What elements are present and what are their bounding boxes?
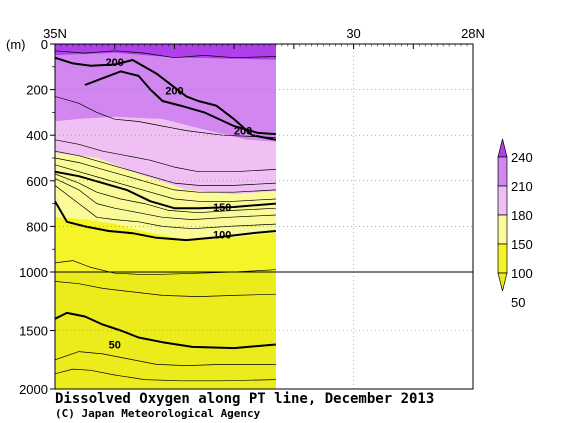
contour-130	[55, 173, 276, 214]
y-tick-label-800: 800	[26, 219, 48, 234]
contour-label-200: 200	[106, 57, 124, 69]
x-tick-label-28: 28N	[461, 26, 485, 41]
contour-180	[55, 139, 276, 173]
contour-110	[55, 185, 276, 230]
contour-60	[55, 351, 276, 366]
colorbar-label-100: 100	[511, 266, 533, 281]
contour-50-bold	[55, 311, 276, 350]
colorbar-arrow-top	[497, 138, 508, 158]
contour-100-bold	[55, 200, 276, 242]
contour-160	[55, 157, 276, 193]
colorbar-label-210: 210	[511, 179, 533, 194]
colorbar: 240 210 180 150 100 50	[497, 138, 533, 310]
colorbar-segment	[497, 214, 508, 245]
y-tick-label-2000: 2000	[19, 382, 48, 397]
y-tick-label-600: 600	[26, 174, 48, 189]
contour-150-bold	[55, 170, 276, 210]
y-axis: 0 200 400 600 800 1000 1500 2000	[19, 37, 55, 397]
contour-label-200: 200	[165, 86, 183, 98]
colorbar-label-150: 150	[511, 237, 533, 252]
y-tick-label-0: 0	[41, 37, 48, 52]
band-50	[55, 271, 276, 389]
colorbar-label-180: 180	[511, 208, 533, 223]
y-unit-label: (m)	[6, 37, 26, 52]
contour-200-bold	[84, 70, 276, 136]
colorbar-arrow-bottom	[497, 272, 508, 292]
contour-190	[55, 96, 276, 138]
colorbar-segment	[497, 243, 508, 274]
contour-80	[55, 281, 276, 297]
contour-labels: 200 200 200 150 100 50	[106, 57, 253, 352]
contour-label-150: 150	[213, 202, 231, 214]
contour-200-bold	[55, 56, 276, 141]
contour-70	[55, 368, 276, 382]
contour-170	[55, 150, 276, 186]
chart-title: Dissolved Oxygen along PT line, December…	[55, 391, 434, 407]
colorbar-label-240: 240	[511, 150, 533, 165]
colorbar-label-50: 50	[511, 295, 525, 310]
credit-text: (C) Japan Meteorological Agency	[55, 407, 261, 420]
y-tick-label-1000: 1000	[19, 265, 48, 280]
contour-label-100: 100	[213, 229, 231, 241]
x-tick-label-30: 30	[346, 26, 360, 41]
y-tick-label-1500: 1500	[19, 324, 48, 339]
grid-lines	[55, 44, 473, 389]
colorbar-segment	[497, 156, 508, 187]
x-tick-label-35: 35N	[43, 26, 67, 41]
contour-lines	[55, 50, 276, 382]
contour-label-200: 200	[234, 126, 252, 138]
x-axis: 35N 30 28N	[43, 26, 485, 49]
contour-120	[55, 178, 276, 220]
contour-140	[55, 164, 276, 202]
y-tick-label-200: 200	[26, 83, 48, 98]
contour-210	[55, 50, 276, 59]
y-tick-label-400: 400	[26, 128, 48, 143]
contour-label-50: 50	[109, 340, 121, 352]
colorbar-segment	[497, 185, 508, 216]
